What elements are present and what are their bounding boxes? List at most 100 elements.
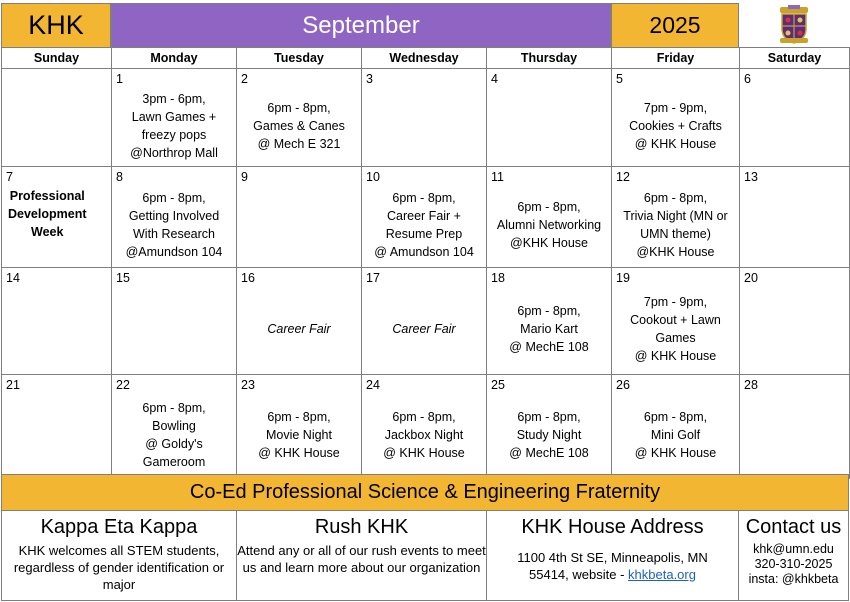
day-number: 6 [744, 72, 751, 86]
day-cell: 26 6pm - 8pm, Mini Golf @ KHK House [611, 374, 740, 479]
event-text: 6pm - 8pm, Alumni Networking @KHK House [496, 200, 602, 250]
event-text [239, 185, 359, 265]
day-cell: 24 6pm - 8pm, Jackbox Night @ KHK House [361, 374, 487, 479]
org-header: KHK [1, 3, 111, 47]
footer-rush: Rush KHK Attend any or all of our rush e… [236, 511, 487, 601]
day-number: 18 [491, 271, 505, 285]
weekday-monday: Monday [111, 47, 237, 69]
event-text: 6pm - 8pm, Bowling @ Goldy's Gameroom [142, 400, 206, 469]
rush-title: Rush KHK [314, 516, 409, 538]
day-cell: 12 6pm - 8pm, Trivia Night (MN or UMN the… [611, 166, 740, 268]
event-text: 3pm - 6pm, Lawn Games + freezy pops @Nor… [130, 91, 218, 160]
event-text: 6pm - 8pm, Trivia Night (MN or UMN theme… [623, 191, 728, 259]
day-cell: 28 [739, 374, 850, 479]
day-cell: 25 6pm - 8pm, Study Night @ MechE 108 [486, 374, 612, 479]
day-number: 10 [366, 170, 380, 184]
month-header: September [111, 3, 611, 47]
day-number: 15 [116, 271, 130, 285]
day-number: 11 [491, 170, 504, 184]
day-cell: 17 Career Fair [361, 267, 487, 375]
contact-email[interactable]: khk@umn.edu [753, 542, 834, 556]
day-number: 25 [491, 378, 505, 392]
calendar-grid: Sunday Monday Tuesday Wednesday Thursday… [1, 47, 850, 479]
contact-phone: 320-310-2025 [754, 557, 833, 571]
event-text: Career Fair [392, 322, 456, 336]
contact-insta: insta: @khkbeta [748, 572, 839, 586]
event-text: 6pm - 8pm, Career Fair + Resume Prep @ A… [374, 191, 474, 259]
day-cell: 7 Professional Development Week [1, 166, 112, 268]
event-text [4, 393, 109, 476]
day-cell: 15 [111, 267, 237, 375]
week-row: 1 3pm - 6pm, Lawn Games + freezy pops @No… [1, 68, 850, 167]
day-number: 2 [241, 72, 248, 86]
day-cell: 2 6pm - 8pm, Games & Canes @ Mech E 321 [236, 68, 362, 167]
footer-kappa-eta-kappa: Kappa Eta Kappa KHK welcomes all STEM st… [1, 511, 237, 601]
event-text: 6pm - 8pm, Mini Golf @ KHK House [634, 409, 717, 460]
footer-contact: Contact us khk@umn.edu 320-310-2025 inst… [738, 511, 849, 601]
weekday-sunday: Sunday [1, 47, 112, 69]
day-number: 17 [366, 271, 380, 285]
day-number: 26 [616, 378, 630, 392]
day-number: 13 [744, 170, 758, 184]
weekday-wednesday: Wednesday [361, 47, 487, 69]
day-cell: 1 3pm - 6pm, Lawn Games + freezy pops @No… [111, 68, 237, 167]
week-row: 7 Professional Development Week 8 6pm - 8pm… [1, 166, 850, 268]
event-text: 7pm - 9pm, Cookies + Crafts @ KHK House [629, 100, 722, 151]
day-number: 4 [491, 72, 498, 86]
event-text: 6pm - 8pm, Study Night @ MechE 108 [509, 409, 589, 460]
day-number: 22 [116, 378, 130, 392]
address-title: KHK House Address [521, 516, 704, 538]
day-number: 16 [241, 271, 255, 285]
day-number: 14 [6, 271, 20, 285]
day-cell: 20 [739, 267, 850, 375]
day-cell: 11 6pm - 8pm, Alumni Networking @KHK Hous… [486, 166, 612, 268]
crest-icon [780, 5, 808, 44]
event-text [489, 87, 609, 164]
day-number: 5 [616, 72, 623, 86]
day-number: 23 [241, 378, 255, 392]
event-text: 7pm - 9pm, Cookout + Lawn Games @ KHK Ho… [630, 295, 721, 363]
day-cell: 18 6pm - 8pm, Mario Kart @ MechE 108 [486, 267, 612, 375]
address-line1: 1100 4th St SE, Minneapolis, MN [517, 550, 708, 565]
week-row: 14 15 16 Career Fair 17 Career Fair 18 6pm - 8p… [1, 267, 850, 375]
footer-address: KHK House Address 1100 4th St SE, Minnea… [486, 511, 739, 601]
day-cell: 23 6pm - 8pm, Movie Night @ KHK House [236, 374, 362, 479]
day-number: 20 [744, 271, 758, 285]
day-cell: 6 [739, 68, 850, 167]
day-cell [1, 68, 112, 167]
day-number: 8 [116, 170, 123, 184]
day-number: 9 [241, 170, 248, 184]
fraternity-banner: Co-Ed Professional Science & Engineering… [1, 474, 849, 511]
day-number: 7 [6, 170, 13, 184]
weekday-header-row: Sunday Monday Tuesday Wednesday Thursday… [1, 47, 850, 69]
day-cell: 9 [236, 166, 362, 268]
day-number: 3 [366, 72, 373, 86]
kek-body: KHK welcomes all STEM students, regardle… [13, 543, 225, 592]
day-cell: 10 6pm - 8pm, Career Fair + Resume Prep @… [361, 166, 487, 268]
event-text [4, 87, 109, 164]
event-text: 6pm - 8pm, Jackbox Night @ KHK House [383, 409, 465, 460]
day-number: 19 [616, 271, 630, 285]
day-number: 28 [744, 378, 758, 392]
day-cell: 8 6pm - 8pm, Getting Involved With Resear… [111, 166, 237, 268]
day-cell: 14 [1, 267, 112, 375]
weekday-friday: Friday [611, 47, 740, 69]
event-text [742, 185, 847, 265]
day-cell: 3 [361, 68, 487, 167]
week-theme-label: Professional Development Week [8, 189, 87, 239]
day-number: 1 [116, 72, 123, 86]
day-cell: 5 7pm - 9pm, Cookies + Crafts @ KHK House [611, 68, 740, 167]
event-text [742, 87, 847, 164]
website-link[interactable]: khkbeta.org [628, 567, 696, 582]
day-number: 12 [616, 170, 630, 184]
week-row: 21 22 6pm - 8pm, Bowling @ Goldy's Gameroo… [1, 374, 850, 479]
event-text: 6pm - 8pm, Games & Canes @ Mech E 321 [253, 100, 345, 151]
day-cell: 22 6pm - 8pm, Bowling @ Goldy's Gameroom [111, 374, 237, 479]
event-text: 6pm - 8pm, Movie Night @ KHK House [258, 409, 340, 460]
day-number: 21 [6, 378, 20, 392]
event-text [742, 393, 847, 476]
day-cell: 4 [486, 68, 612, 167]
event-text [114, 286, 234, 372]
crest-logo [739, 3, 849, 47]
